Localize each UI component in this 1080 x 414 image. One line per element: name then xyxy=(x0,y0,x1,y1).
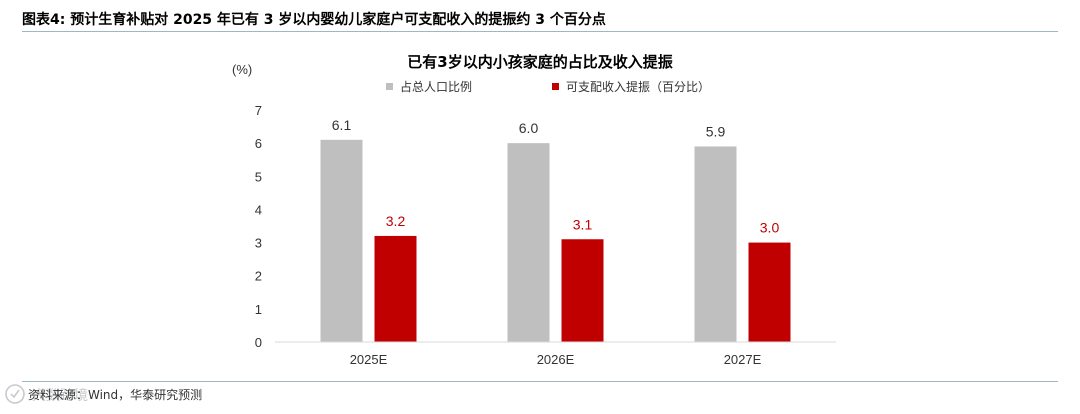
figure-header: 图表4: 预计生育补贴对 2025 年已有 3 岁以内婴幼儿家庭户可支配收入的提… xyxy=(0,0,1080,32)
legend-swatch-share xyxy=(386,83,393,90)
data-label-share-2026E: 6.0 xyxy=(519,120,539,136)
figure-title-divider xyxy=(22,31,1058,32)
y-axis: 0 1 2 3 4 5 6 7 xyxy=(255,103,262,350)
chart-title: 已有3岁以内小孩家庭的占比及收入提振 xyxy=(407,53,672,71)
bar-income-boost-2026E xyxy=(561,239,604,342)
watermark-logo: 大数跨境 xyxy=(5,384,88,404)
y-tick-label: 4 xyxy=(255,202,262,217)
data-label-income-boost-2027E: 3.0 xyxy=(760,220,780,236)
bar-share-2026E xyxy=(507,143,550,342)
y-tick-label: 0 xyxy=(255,335,262,350)
figure-source: 资料来源：Wind，华泰研究预测 xyxy=(28,388,203,402)
y-tick-label: 1 xyxy=(255,302,262,317)
data-label-share-2027E: 5.9 xyxy=(706,123,726,139)
y-tick-label: 7 xyxy=(255,103,262,118)
x-tick-label: 2027E xyxy=(724,352,762,367)
x-tick-label: 2026E xyxy=(537,352,575,367)
legend-label-income-boost: 可支配收入提振（百分比） xyxy=(566,79,710,94)
watermark-text: 大数跨境 xyxy=(32,388,88,404)
figure-bottom-divider xyxy=(22,381,1058,382)
chart-legend: 占总人口比例 可支配收入提振（百分比） xyxy=(386,79,710,94)
bar-series xyxy=(320,139,791,342)
x-tick-label: 2025E xyxy=(350,352,388,367)
bar-income-boost-2027E xyxy=(748,242,791,342)
x-axis: 2025E 2026E 2027E xyxy=(350,352,762,367)
y-tick-label: 5 xyxy=(255,169,262,184)
data-label-income-boost-2025E: 3.2 xyxy=(386,213,406,229)
legend-label-share: 占总人口比例 xyxy=(400,79,472,94)
y-tick-label: 6 xyxy=(255,136,262,151)
bar-share-2027E xyxy=(694,146,737,342)
bar-share-2025E xyxy=(320,139,363,342)
y-tick-label: 3 xyxy=(255,236,262,251)
data-labels: 6.1 3.2 6.0 3.1 5.9 3.0 xyxy=(332,117,780,236)
bar-income-boost-2025E xyxy=(374,235,417,342)
y-axis-unit-label: (%) xyxy=(232,62,252,77)
figure-title: 图表4: 预计生育补贴对 2025 年已有 3 岁以内婴幼儿家庭户可支配收入的提… xyxy=(22,12,606,28)
data-label-income-boost-2026E: 3.1 xyxy=(573,216,593,232)
legend-swatch-income-boost xyxy=(552,83,559,90)
y-tick-label: 2 xyxy=(255,269,262,284)
data-label-share-2025E: 6.1 xyxy=(332,117,352,133)
